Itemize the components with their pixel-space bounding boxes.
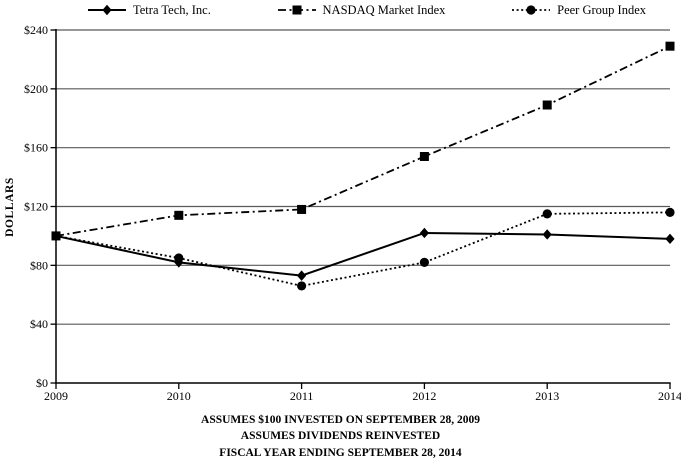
y-tick-label: $80: [30, 258, 48, 272]
square-marker: [665, 41, 675, 51]
x-tick-label: 2013: [535, 389, 559, 403]
square-legend-marker: [292, 5, 302, 15]
y-tick-label: $200: [24, 82, 48, 96]
square-marker: [542, 100, 552, 110]
circle-marker: [419, 257, 429, 267]
footnote-invested: ASSUMES $100 INVESTED ON SEPTEMBER 28, 2…: [201, 414, 480, 426]
diamond-marker: [297, 270, 307, 281]
series-line-0: [55, 231, 671, 277]
circle-legend-marker: [526, 5, 536, 15]
series-line-2: [55, 211, 671, 287]
circle-marker: [542, 209, 552, 219]
circle-marker: [297, 281, 307, 291]
y-tick-label: $160: [24, 141, 48, 155]
circle-marker: [665, 207, 675, 217]
y-tick-label: $40: [30, 317, 48, 331]
legend-item-nasdaq: NASDAQ Market Index: [277, 2, 446, 18]
y-tick-label: $120: [24, 200, 48, 214]
legend-label-nasdaq: NASDAQ Market Index: [322, 2, 446, 17]
x-tick-label: 2014: [658, 389, 681, 403]
footnote-dividends: ASSUMES DIVIDENDS REINVESTED: [240, 430, 441, 443]
x-tick-label: 2011: [290, 389, 314, 403]
circle-marker: [174, 253, 184, 263]
chart-footnotes: ASSUMES $100 INVESTED ON SEPTEMBER 28, 2…: [0, 412, 681, 461]
square-dashdot-line-icon: [277, 5, 316, 15]
circle-dotted-line-icon: [512, 5, 551, 15]
footnote-fiscal-year: FISCAL YEAR ENDING SEPTEMBER 28, 2014: [219, 446, 462, 459]
legend-item-tetra-tech: Tetra Tech, Inc.: [88, 3, 211, 18]
square-marker: [174, 210, 184, 220]
diamond-marker: [542, 229, 552, 240]
diamond-solid-line-icon: [88, 4, 126, 16]
legend-item-peer-group: Peer Group Index: [512, 3, 646, 18]
x-tick-label: 2012: [412, 389, 436, 403]
square-marker: [419, 151, 429, 161]
x-tick-label: 2010: [167, 389, 191, 403]
circle-marker: [51, 231, 61, 241]
legend-label-peer-group: Peer Group Index: [557, 2, 646, 17]
x-tick-label: 2009: [44, 389, 68, 403]
series-line-1: [55, 45, 671, 237]
y-tick-label: $240: [24, 23, 48, 37]
square-marker: [297, 204, 307, 214]
y-tick-label: $0: [36, 376, 48, 390]
diamond-marker: [665, 233, 675, 245]
diamond-marker: [419, 227, 429, 239]
chart-legend: Tetra Tech, Inc. NASDAQ Market Index Pee…: [56, 1, 668, 19]
legend-label-tetra-tech: Tetra Tech, Inc.: [133, 2, 211, 17]
